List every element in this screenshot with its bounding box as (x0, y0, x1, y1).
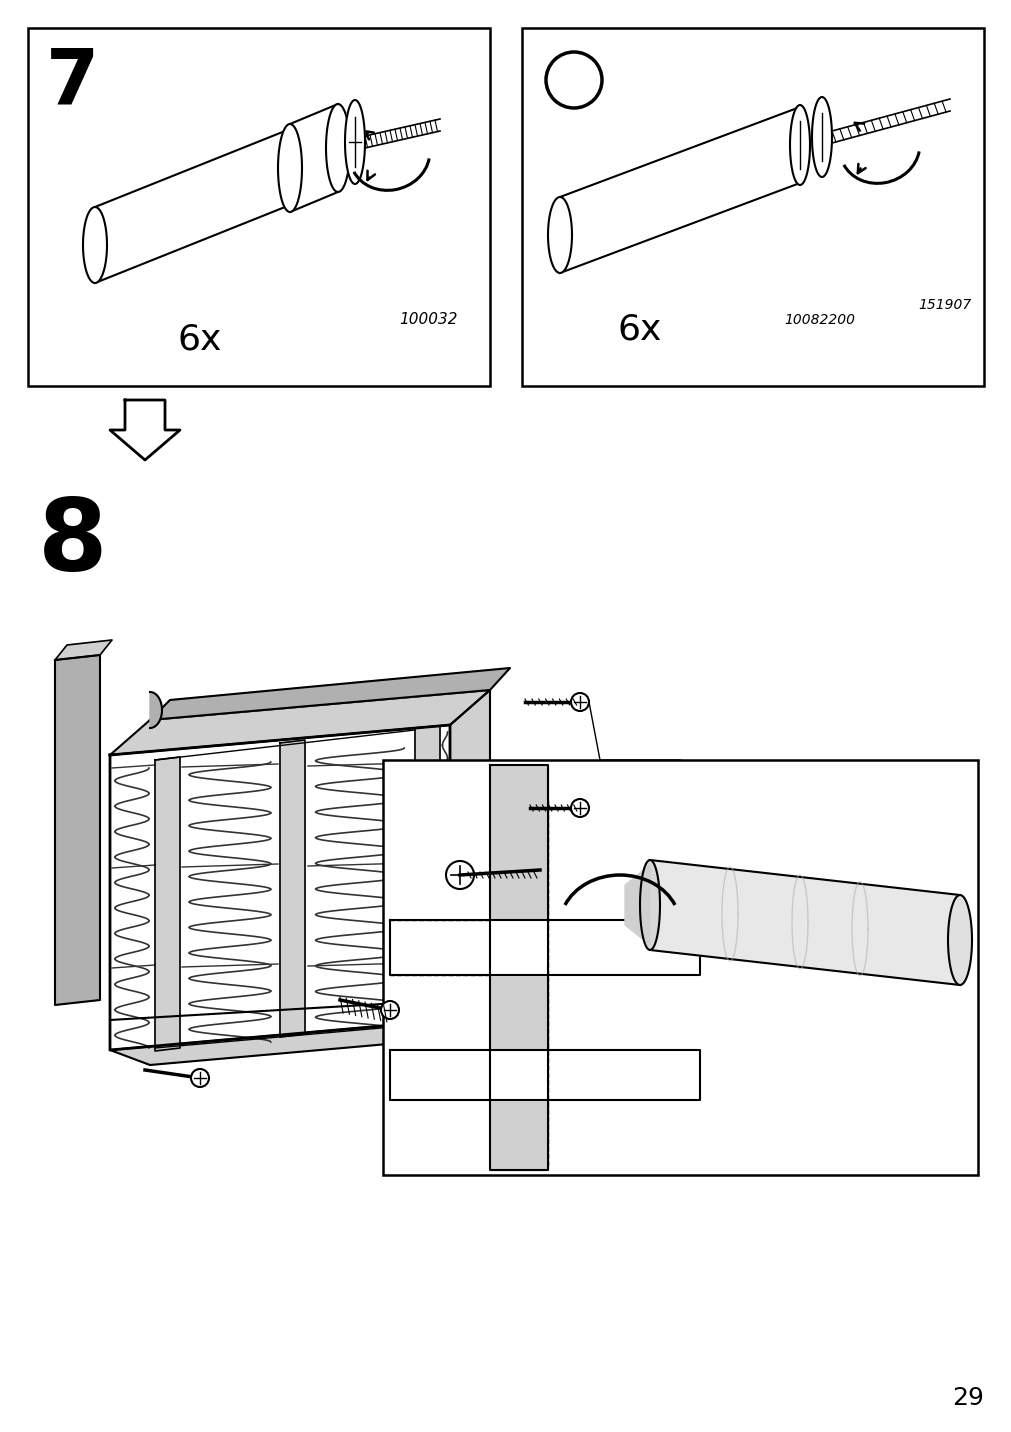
Circle shape (446, 861, 473, 889)
Polygon shape (110, 400, 180, 460)
Polygon shape (639, 861, 659, 949)
Polygon shape (548, 198, 571, 274)
Polygon shape (326, 105, 350, 192)
Polygon shape (559, 107, 800, 274)
Polygon shape (278, 125, 301, 212)
Polygon shape (150, 667, 510, 720)
Polygon shape (649, 861, 959, 985)
Polygon shape (415, 726, 440, 1024)
Circle shape (570, 693, 588, 712)
Polygon shape (389, 919, 700, 975)
Text: 29: 29 (951, 1386, 983, 1411)
Polygon shape (625, 865, 649, 945)
Polygon shape (155, 758, 180, 1051)
Circle shape (546, 52, 602, 107)
Polygon shape (83, 208, 107, 284)
Bar (28, 29, 489, 387)
Polygon shape (110, 690, 489, 755)
Text: 8: 8 (38, 495, 107, 591)
Text: 151907: 151907 (918, 298, 971, 312)
Polygon shape (290, 105, 338, 212)
Polygon shape (345, 100, 365, 183)
Circle shape (191, 1070, 209, 1087)
Text: 6x: 6x (386, 991, 435, 1030)
Polygon shape (95, 127, 295, 284)
Polygon shape (55, 654, 100, 1005)
Text: 100032: 100032 (399, 312, 458, 328)
Polygon shape (811, 97, 831, 178)
Bar (522, 29, 983, 387)
Polygon shape (110, 725, 450, 1050)
Polygon shape (150, 692, 162, 727)
Polygon shape (489, 765, 548, 1170)
Text: 6x: 6x (617, 314, 661, 347)
Polygon shape (450, 690, 489, 1035)
Polygon shape (790, 105, 809, 185)
Bar (382, 760, 977, 1176)
Circle shape (380, 1001, 398, 1020)
Polygon shape (280, 740, 304, 1037)
Polygon shape (110, 1020, 489, 1065)
Polygon shape (947, 895, 971, 985)
Text: 10082200: 10082200 (784, 314, 854, 326)
Text: i: i (568, 66, 578, 95)
Text: 6x: 6x (178, 324, 222, 357)
Text: 7: 7 (45, 46, 99, 120)
Circle shape (570, 799, 588, 818)
Polygon shape (55, 640, 112, 660)
Polygon shape (389, 1050, 700, 1100)
